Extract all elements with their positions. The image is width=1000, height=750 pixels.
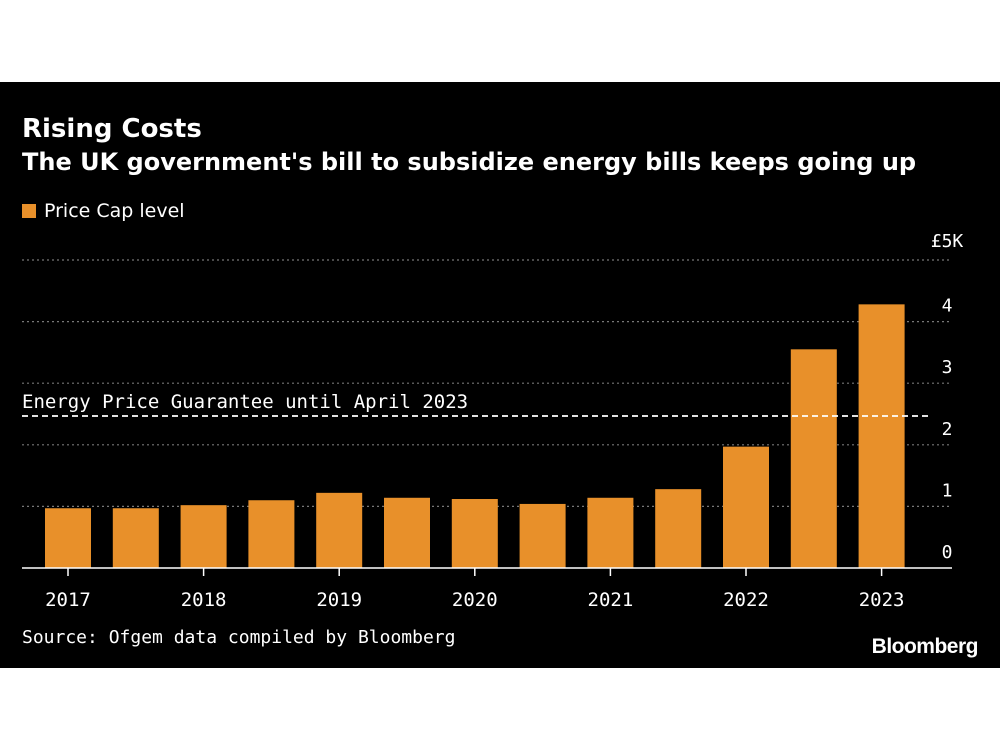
y-tick-label: 3 (942, 357, 953, 378)
x-tick-label: 2017 (45, 589, 91, 611)
bar (451, 499, 498, 568)
reference-line-label: Energy Price Guarantee until April 2023 (22, 391, 468, 413)
bar (112, 508, 159, 568)
y-tick-label: 2 (942, 419, 953, 440)
bar (45, 508, 91, 568)
bar (587, 497, 634, 568)
legend: Price Cap level (22, 200, 185, 222)
bar (180, 505, 227, 568)
bar (723, 446, 769, 568)
x-tick-label: 2023 (859, 589, 905, 611)
x-tick-label: 2019 (316, 589, 362, 611)
chart-subtitle: The UK government's bill to subsidize en… (22, 148, 917, 176)
x-tick-label: 2021 (588, 589, 634, 611)
y-tick-label: 4 (942, 296, 953, 317)
bar (655, 489, 702, 568)
bar (858, 304, 905, 568)
bar (248, 500, 295, 568)
bar (519, 503, 566, 568)
x-tick-label: 2018 (181, 589, 227, 611)
y-tick-label: 0 (942, 542, 953, 563)
legend-swatch (22, 204, 36, 218)
bar (384, 497, 430, 568)
bloomberg-logo: Bloomberg (871, 635, 979, 658)
x-tick-label: 2020 (452, 589, 498, 611)
source-note: Source: Ofgem data compiled by Bloomberg (22, 627, 456, 648)
bar (316, 492, 363, 568)
legend-label: Price Cap level (44, 200, 185, 222)
bar (790, 349, 837, 568)
y-tick-label: £5K (931, 231, 964, 252)
chart-title: Rising Costs (22, 114, 202, 144)
x-tick-label: 2022 (723, 589, 769, 611)
y-tick-label: 1 (942, 480, 953, 501)
